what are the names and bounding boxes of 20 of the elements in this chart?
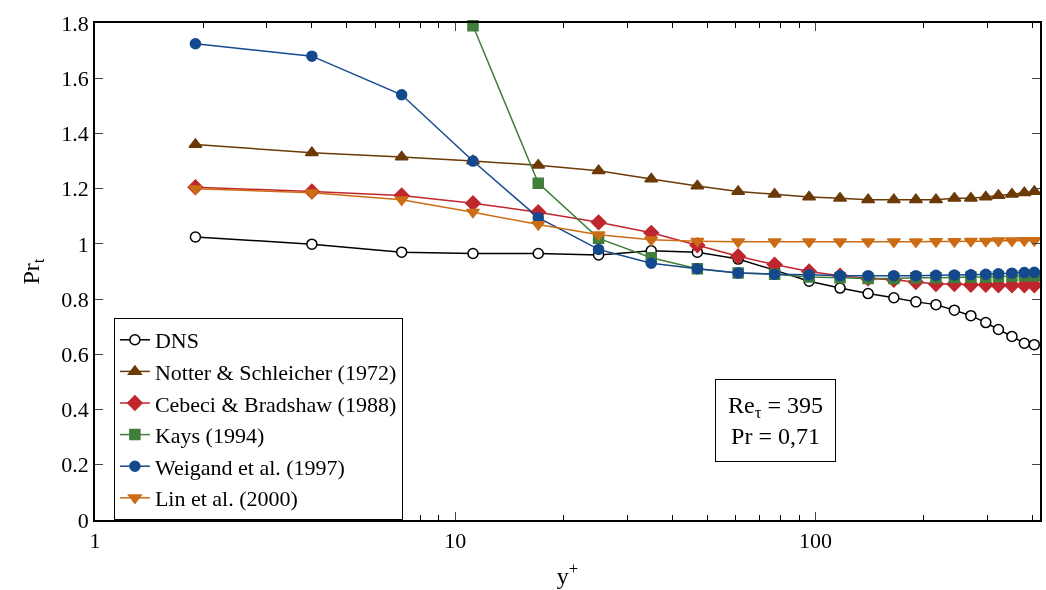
legend-label: Cebeci & Bradshaw (1988) xyxy=(154,391,397,417)
x-tick-label: 10 xyxy=(444,528,467,554)
y-tick-label: 1.8 xyxy=(61,10,89,36)
y-tick-label: 0.4 xyxy=(61,397,89,423)
legend-label: Weigand et al. (1997) xyxy=(154,454,345,480)
y-tick-label: 0.6 xyxy=(61,342,89,368)
y-tick-label: 1.2 xyxy=(61,176,89,202)
y-tick-label: 0.8 xyxy=(61,286,89,312)
y-tick-label: 0.2 xyxy=(61,452,89,478)
annotation: Re$_{τ}$ = 395 Pr = 0,71 xyxy=(728,392,823,450)
legend-label: Notter & Schleicher (1972) xyxy=(154,359,397,385)
x-axis-title: y$^{+}$ xyxy=(556,558,579,589)
y-tick-label: 1.6 xyxy=(61,65,89,91)
y-tick-label: 0 xyxy=(77,507,89,533)
legend-label: Lin et al. (2000) xyxy=(154,486,298,512)
x-tick-label: 100 xyxy=(798,528,832,554)
y-tick-label: 1.4 xyxy=(61,121,89,147)
legend-label: Kays (1994) xyxy=(154,423,265,449)
y-tick-label: 1 xyxy=(77,231,89,257)
legend-label: DNS xyxy=(154,328,199,354)
